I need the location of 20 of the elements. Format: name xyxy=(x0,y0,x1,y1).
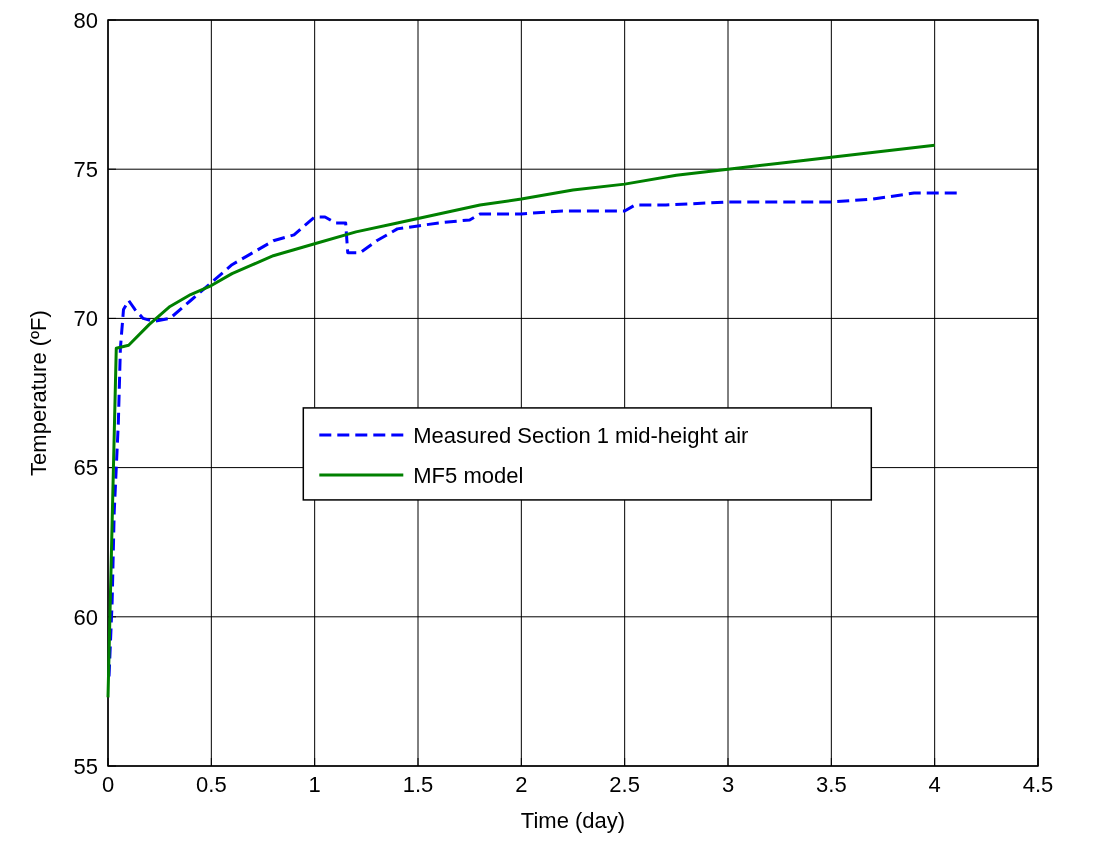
x-tick-label: 2 xyxy=(515,772,528,797)
x-tick-label: 0.5 xyxy=(196,772,227,797)
y-tick-label: 65 xyxy=(73,455,98,481)
y-tick-label: 60 xyxy=(73,604,98,630)
y-tick-label: 80 xyxy=(73,7,98,33)
x-axis-title: Time (day) xyxy=(520,808,626,833)
x-tick-label: 4.5 xyxy=(1022,772,1054,797)
y-tick-label: 70 xyxy=(73,306,98,332)
x-tick-label: 4 xyxy=(928,772,941,797)
legend-label: MF5 model xyxy=(413,462,524,488)
y-tick-label: 75 xyxy=(73,156,98,182)
legend-label: Measured Section 1 mid-height air xyxy=(413,422,749,448)
y-tick-label: 55 xyxy=(73,753,98,779)
y-axis-title: Temperature (ºF) xyxy=(26,310,51,476)
x-tick-label: 0 xyxy=(101,772,115,797)
x-tick-label: 2.5 xyxy=(609,772,640,797)
x-tick-label: 3.5 xyxy=(816,772,847,797)
x-tick-label: 3 xyxy=(721,772,735,797)
x-tick-label: 1 xyxy=(308,772,321,797)
x-tick-label: 1.5 xyxy=(402,772,434,797)
